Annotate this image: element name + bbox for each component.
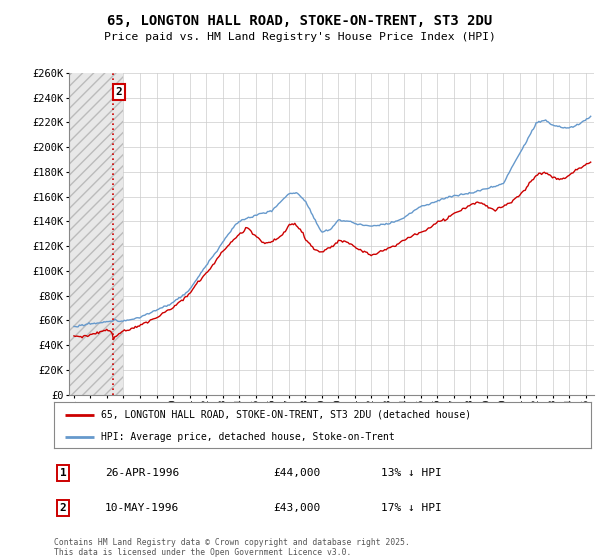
Text: 65, LONGTON HALL ROAD, STOKE-ON-TRENT, ST3 2DU (detached house): 65, LONGTON HALL ROAD, STOKE-ON-TRENT, S… [101, 410, 472, 420]
Text: 13% ↓ HPI: 13% ↓ HPI [381, 468, 442, 478]
Text: Price paid vs. HM Land Registry's House Price Index (HPI): Price paid vs. HM Land Registry's House … [104, 32, 496, 43]
Text: 65, LONGTON HALL ROAD, STOKE-ON-TRENT, ST3 2DU: 65, LONGTON HALL ROAD, STOKE-ON-TRENT, S… [107, 14, 493, 28]
Text: £43,000: £43,000 [273, 503, 320, 513]
Text: HPI: Average price, detached house, Stoke-on-Trent: HPI: Average price, detached house, Stok… [101, 432, 395, 441]
Text: 2: 2 [59, 503, 67, 513]
Text: £44,000: £44,000 [273, 468, 320, 478]
Text: 26-APR-1996: 26-APR-1996 [105, 468, 179, 478]
Text: 2: 2 [115, 87, 122, 97]
Text: Contains HM Land Registry data © Crown copyright and database right 2025.
This d: Contains HM Land Registry data © Crown c… [54, 538, 410, 557]
Text: 10-MAY-1996: 10-MAY-1996 [105, 503, 179, 513]
Text: 1: 1 [59, 468, 67, 478]
Text: 17% ↓ HPI: 17% ↓ HPI [381, 503, 442, 513]
